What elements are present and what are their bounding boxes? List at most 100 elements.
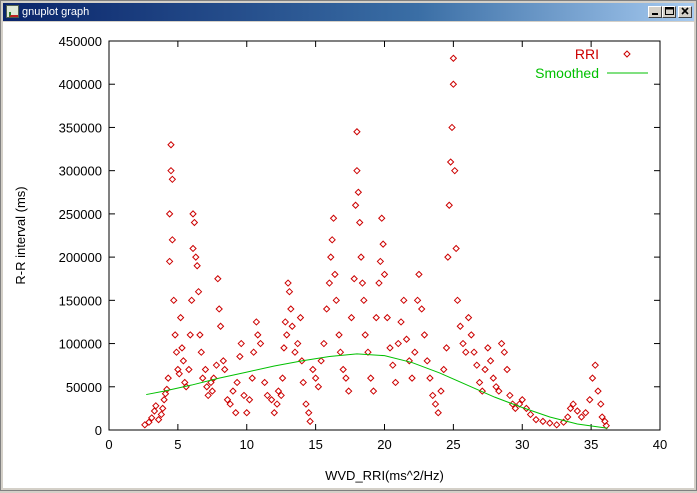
rri-point [254,331,262,339]
rri-point [214,275,222,283]
rri-point [434,409,442,417]
rri-point [274,387,283,395]
close-button[interactable] [678,6,692,18]
rri-point [197,348,205,356]
gnuplot-app-icon[interactable] [6,5,19,18]
rri-point [150,407,159,415]
x-axis-label: WVD_RRI(ms^2/Hz) [325,468,444,483]
y-tick-label: 350000 [59,120,102,135]
rri-point [203,383,211,391]
rri-point [383,313,391,322]
rri-point [243,409,251,417]
rri-point [347,313,356,322]
rri-point [577,413,586,421]
window-title: gnuplot graph [22,6,90,18]
rri-point [236,352,244,361]
rri-point [413,296,422,305]
rri-point [423,357,431,365]
rri-point [245,396,254,404]
rri-point [361,331,369,339]
rri-point [449,54,458,62]
rri-point [453,296,462,305]
x-tick-label: 40 [653,437,667,452]
rri-point [467,331,475,339]
rri-point [280,344,288,352]
y-tick-label: 400000 [59,77,102,92]
rri-point [342,374,350,382]
rri-point [215,305,223,313]
rri-point [267,396,276,404]
rri-point [379,240,387,248]
rri-point [411,348,419,356]
rri-point [598,413,606,421]
rri-point [189,244,197,253]
rri-point [207,378,215,387]
rri-point [233,378,241,387]
rri-point [344,387,353,395]
rri-point [353,128,361,136]
legend-marker-rri [623,50,631,58]
maximize-button[interactable] [662,6,676,18]
rri-point [518,396,526,404]
rri-point [495,387,503,395]
rri-point [440,365,448,374]
rri-point [296,313,305,322]
rri-point [452,244,460,253]
rri-point [302,400,310,408]
rri-point [445,201,453,209]
title-bar[interactable]: gnuplot graph [3,3,694,21]
y-tick-label: 300000 [59,164,102,179]
rri-point [526,410,535,419]
rri-point [470,348,478,356]
rri-point [500,348,509,356]
rri-point [442,344,451,352]
x-tick-label: 0 [105,437,112,452]
rri-point [351,201,360,209]
rri-point [168,236,177,244]
rri-point [335,331,343,339]
rri-point [299,378,307,387]
rri-point [192,253,200,261]
rri-point [426,374,434,382]
rri-point [375,279,383,287]
rri-point [456,322,464,330]
rri-point [350,275,358,283]
rri-point [212,361,221,369]
plot-frame [108,40,661,431]
rri-point [332,296,340,305]
rri-point [165,210,174,218]
rri-point [209,374,218,382]
rri-point [278,374,287,382]
y-tick-label: 200000 [59,250,102,265]
rri-point [221,365,229,374]
rri-point [354,188,363,196]
rri-point [141,421,149,429]
rri-point [364,348,372,356]
rri-point [451,166,459,175]
rri-point [408,374,416,382]
rri-point [216,322,225,330]
rri-point [193,262,201,270]
rri-point [588,374,597,382]
rri-point [282,331,291,339]
rri-point [229,387,237,395]
rri-point [331,270,339,279]
rri-point [391,378,400,387]
rri-point [591,361,599,369]
rri-point [597,400,605,408]
rri-point [147,414,156,422]
x-tick-label: 20 [377,437,391,452]
rri-point [317,357,325,365]
rri-point [394,339,402,348]
rri-point [475,378,484,387]
rri-point [400,296,408,305]
rri-point [170,296,178,305]
x-tick-label: 30 [515,437,529,452]
rri-point [386,344,394,352]
rri-point [444,253,452,261]
rri-point [594,387,602,395]
rri-point [389,361,397,369]
minimize-button[interactable] [648,6,662,18]
rri-point [325,279,334,287]
